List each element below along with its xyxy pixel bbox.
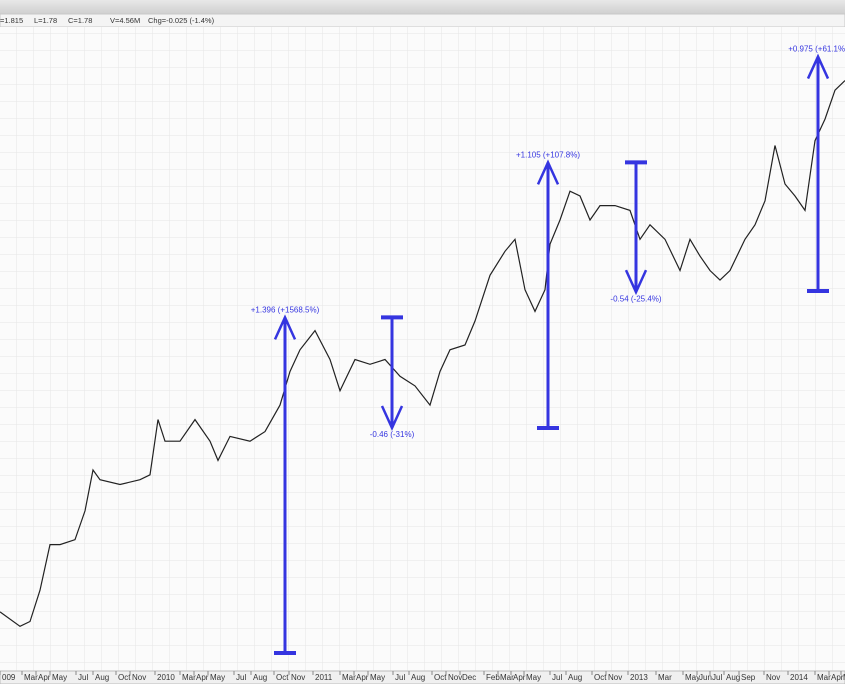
- grid: [0, 27, 845, 671]
- x-tick-label: 2014: [790, 673, 808, 682]
- measure-label: -0.54 (-25.4%): [610, 294, 661, 303]
- x-tick-label: Dec: [462, 673, 476, 682]
- x-tick-label: Aug: [411, 673, 425, 682]
- title-bar: [0, 0, 845, 14]
- measure-head: [273, 314, 297, 340]
- x-tick-label: Jul: [712, 673, 722, 682]
- x-tick-label: Apr: [831, 673, 844, 682]
- measure-head: [536, 159, 560, 185]
- x-tick-label: Jul: [552, 673, 562, 682]
- header-item: =1.815: [0, 16, 23, 25]
- header-item: C=1.78: [68, 16, 92, 25]
- x-tick-label: Oct: [434, 673, 447, 682]
- price-line: [0, 80, 845, 627]
- x-tick-label: May: [526, 673, 541, 682]
- x-tick-label: Jun: [699, 673, 712, 682]
- x-tick-label: Jul: [236, 673, 246, 682]
- header-item: V=4.56M: [110, 16, 140, 25]
- x-tick-label: Apr: [356, 673, 369, 682]
- measure-label: +1.396 (+1568.5%): [251, 305, 320, 314]
- x-tick-label: Oct: [118, 673, 131, 682]
- x-axis: [0, 670, 845, 684]
- x-tick-label: Apr: [196, 673, 209, 682]
- measure-label: -0.46 (-31%): [370, 430, 415, 439]
- x-tick-label: Aug: [95, 673, 109, 682]
- x-tick-label: Apr: [513, 673, 526, 682]
- x-tick-label: Mar: [24, 673, 38, 682]
- measure-head: [380, 405, 404, 431]
- x-tick-label: Mar: [182, 673, 196, 682]
- x-tick-label: Nov: [766, 673, 780, 682]
- x-tick-label: Jul: [395, 673, 405, 682]
- header-item: Chg=-0.025 (-1.4%): [148, 16, 215, 25]
- header-item: L=1.78: [34, 16, 57, 25]
- measure-label: +1.105 (+107.8%): [516, 150, 580, 159]
- x-tick-label: Mar: [817, 673, 831, 682]
- x-tick-label: May: [685, 673, 700, 682]
- measure-head: [806, 53, 830, 80]
- x-tick-label: Nov: [291, 673, 305, 682]
- x-tick-label: Aug: [726, 673, 740, 682]
- x-tick-label: Mar: [658, 673, 672, 682]
- x-tick-label: Aug: [568, 673, 582, 682]
- x-tick-label: 009: [2, 673, 16, 682]
- x-tick-label: Nov: [132, 673, 146, 682]
- x-tick-label: May: [210, 673, 225, 682]
- x-tick-label: Mar: [500, 673, 514, 682]
- x-tick-label: M: [843, 673, 845, 682]
- x-tick-label: May: [52, 673, 67, 682]
- x-tick-label: Aug: [253, 673, 267, 682]
- measure-head: [624, 269, 648, 296]
- x-tick-label: 2013: [630, 673, 648, 682]
- x-tick-label: Sep: [741, 673, 756, 682]
- measure-label: +0.975 (+61.1%): [788, 45, 845, 54]
- x-tick-label: 2011: [315, 673, 333, 682]
- x-tick-label: Jul: [78, 673, 88, 682]
- x-tick-label: Nov: [608, 673, 622, 682]
- x-tick-label: Mar: [342, 673, 356, 682]
- x-tick-label: Apr: [38, 673, 51, 682]
- x-tick-label: May: [370, 673, 385, 682]
- x-tick-label: Oct: [594, 673, 607, 682]
- x-tick-label: Feb: [486, 673, 500, 682]
- x-tick-label: 2010: [157, 673, 175, 682]
- x-tick-label: Oct: [276, 673, 289, 682]
- x-tick-label: Nov: [448, 673, 462, 682]
